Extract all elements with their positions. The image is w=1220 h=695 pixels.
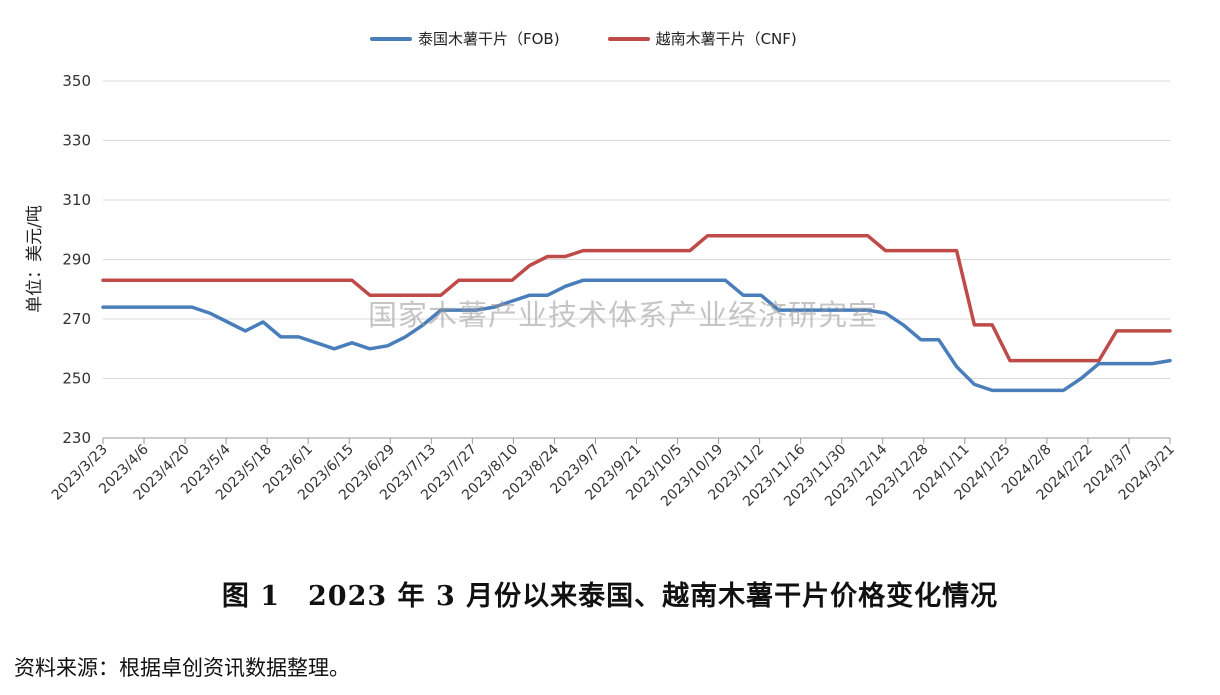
legend-item-vietnam: 越南木薯干片（CNF): [607, 28, 797, 49]
y-tick-label: 270: [62, 310, 91, 328]
legend-label-vietnam: 越南木薯干片（CNF): [655, 30, 797, 48]
legend-swatch-thailand: [370, 36, 412, 41]
y-axis-ticks: 230 250 270 290 310 330 350: [62, 72, 91, 447]
x-tick-label: 2023/3/23: [49, 442, 111, 504]
grid-lines: [103, 80, 1170, 439]
series-lines: [101, 233, 1172, 393]
series-line-0: [101, 278, 1172, 393]
y-tick-label: 250: [62, 370, 91, 388]
y-axis-label: 单位：美元/吨: [25, 205, 45, 313]
x-axis-ticks: 2023/3/232023/4/62023/4/202023/5/42023/5…: [49, 438, 1178, 510]
y-tick-label: 310: [62, 191, 91, 209]
legend-label-thailand: 泰国木薯干片（FOB): [418, 30, 560, 48]
y-tick-label: 290: [62, 251, 91, 269]
line-chart: 230 250 270 290 310 330 350 2023/3/232023/4/62…: [25, 72, 1178, 510]
series-line-1: [101, 233, 1172, 363]
figure-caption: 图 1 2023 年 3 月份以来泰国、越南木薯干片价格变化情况: [221, 581, 999, 612]
legend-item-thailand: 泰国木薯干片（FOB): [370, 28, 560, 49]
y-tick-label: 350: [62, 72, 91, 90]
y-tick-label: 330: [62, 132, 91, 150]
watermark: 国家木薯产业技术体系产业经济研究室: [368, 298, 879, 332]
chart-legend: 泰国木薯干片（FOB) 越南木薯干片（CNF): [370, 28, 797, 49]
legend-swatch-vietnam: [607, 36, 650, 41]
source-note: 资料来源：根据卓创资讯数据整理。: [14, 656, 350, 680]
y-tick-label: 230: [62, 429, 91, 447]
